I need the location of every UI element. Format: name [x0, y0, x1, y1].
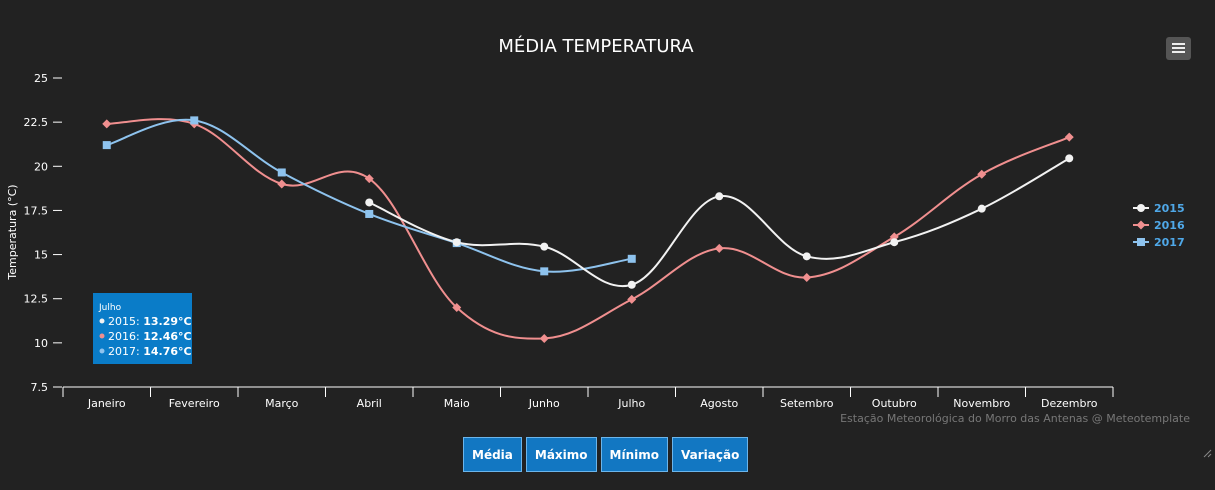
x-tick-label: Maio — [444, 397, 470, 410]
data-point-2016[interactable] — [627, 294, 637, 304]
x-tick-label: Agosto — [700, 397, 738, 410]
legend-label: 2017 — [1154, 236, 1185, 249]
y-tick-label: 12.5 — [24, 293, 49, 306]
tooltip-row-value: 13.29°C — [143, 315, 191, 328]
data-point-2017[interactable] — [277, 168, 286, 177]
data-point-2016[interactable] — [539, 333, 549, 343]
y-tick-label: 25 — [34, 72, 48, 85]
tooltip-box — [93, 293, 192, 364]
legend-item-2017[interactable]: 2017 — [1133, 236, 1185, 249]
data-point-2016[interactable] — [1064, 132, 1074, 142]
x-tick-label: Abril — [357, 397, 382, 410]
chart-credit[interactable]: Estação Meteorológica do Morro das Anten… — [840, 412, 1190, 425]
legend-marker-2016 — [1136, 220, 1146, 230]
maximo-button[interactable]: Máximo — [525, 437, 597, 472]
legend-marker-2017 — [1137, 238, 1145, 246]
y-axis-title: Temperatura (°C) — [6, 184, 19, 280]
legend-item-2016[interactable]: 2016 — [1133, 219, 1185, 232]
data-point-2015[interactable] — [540, 242, 549, 251]
data-point-2015[interactable] — [890, 238, 899, 247]
x-tick-label: Dezembro — [1041, 397, 1098, 410]
variacao-button[interactable]: Variação — [672, 437, 749, 472]
x-tick-label: Janeiro — [87, 397, 126, 410]
data-point-2017[interactable] — [102, 141, 111, 150]
data-point-2016[interactable] — [802, 273, 812, 283]
tooltip-bullet — [99, 318, 105, 324]
data-point-2016[interactable] — [364, 174, 374, 184]
data-point-2016[interactable] — [277, 179, 287, 189]
data-point-2017[interactable] — [540, 267, 549, 276]
data-point-2015[interactable] — [1065, 154, 1074, 163]
tooltip-row-value: 12.46°C — [143, 330, 191, 343]
series-lines — [106, 118, 1070, 340]
data-point-2015[interactable] — [452, 238, 461, 247]
data-point-2015[interactable] — [802, 252, 811, 261]
tooltip-title: Julho — [98, 303, 122, 313]
legend-label: 2015 — [1154, 202, 1185, 215]
x-tick-label: Fevereiro — [169, 397, 220, 410]
data-point-2015[interactable] — [365, 198, 374, 207]
legend-marker-2015 — [1137, 204, 1145, 212]
y-tick-label: 17.5 — [24, 204, 49, 217]
tooltip-bullet — [99, 348, 105, 354]
x-tick-label: Outubro — [872, 397, 917, 410]
tooltip-row: 2015: 13.29°C — [108, 315, 192, 328]
legend-item-2015[interactable]: 2015 — [1133, 202, 1185, 215]
data-point-2015[interactable] — [977, 204, 986, 213]
legend[interactable]: 2015 2016 2017 — [1133, 202, 1185, 249]
data-point-2015[interactable] — [715, 192, 724, 201]
y-tick-label: 15 — [34, 249, 48, 262]
series-markers — [102, 116, 1074, 343]
series-line-2016 — [106, 118, 1070, 340]
minimo-button[interactable]: Mínimo — [600, 437, 668, 472]
tooltip-row-label: 2015: — [108, 315, 143, 328]
tooltip-row-value: 14.76°C — [143, 345, 191, 358]
axes: 7.5 10 12.5 15 17.5 20 22.5 25 Janeiro Fevereiro M… — [24, 72, 1114, 410]
tooltip-row: 2016: 12.46°C — [108, 330, 192, 343]
x-tick-label: Setembro — [780, 397, 834, 410]
data-point-2017[interactable] — [190, 116, 199, 125]
y-tick-label: 7.5 — [31, 381, 49, 394]
data-point-2016[interactable] — [977, 169, 987, 179]
tooltip-row-label: 2016: — [108, 330, 143, 343]
x-tick-label: Julho — [617, 397, 645, 410]
data-point-2016[interactable] — [714, 243, 724, 253]
data-point-2016[interactable] — [102, 119, 112, 129]
data-point-2016[interactable] — [452, 303, 462, 313]
y-tick-label: 22.5 — [24, 116, 49, 129]
tooltip-bullet — [99, 333, 105, 339]
media-button[interactable]: Média — [463, 437, 522, 472]
tooltip-row-label: 2017: — [108, 345, 143, 358]
y-tick-label: 10 — [34, 337, 48, 350]
y-tick-label: 20 — [34, 160, 48, 173]
legend-label: 2016 — [1154, 219, 1185, 232]
data-point-2017[interactable] — [365, 209, 374, 218]
series-line-2015 — [368, 157, 1070, 288]
x-tick-label: Junho — [528, 397, 560, 410]
chart-title: MÉDIA TEMPERATURA — [498, 35, 694, 57]
data-point-2017[interactable] — [627, 254, 636, 263]
x-tick-label: Março — [265, 397, 299, 410]
tooltip-row: 2017: 14.76°C — [108, 345, 192, 358]
data-point-2015[interactable] — [627, 280, 636, 289]
metric-buttons: Média Máximo Mínimo Variação — [463, 437, 749, 472]
resize-handle-icon[interactable] — [1203, 449, 1212, 458]
x-tick-label: Novembro — [953, 397, 1010, 410]
hamburger-menu-icon[interactable] — [1166, 37, 1191, 60]
